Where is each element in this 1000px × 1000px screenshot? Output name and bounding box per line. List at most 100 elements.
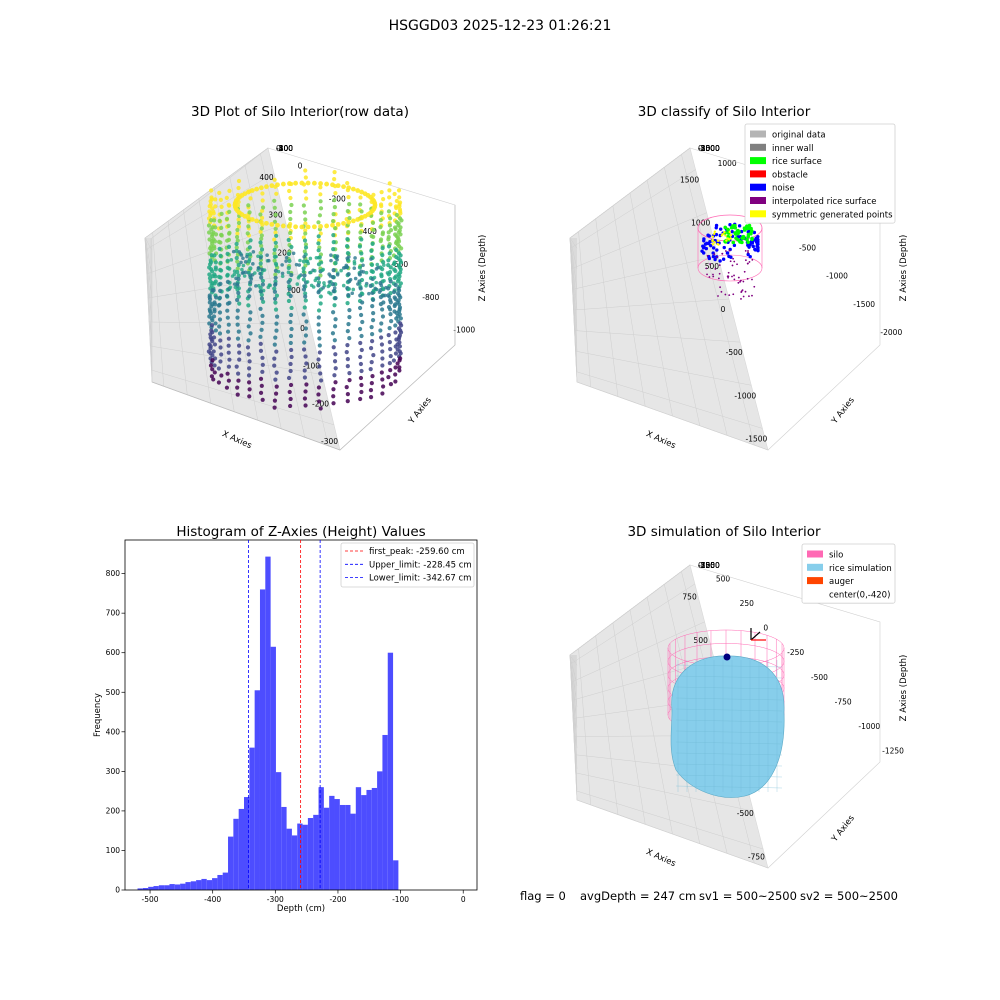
plot1-point	[301, 287, 307, 292]
plot1-point	[380, 267, 385, 272]
histogram-bar	[270, 646, 276, 890]
plot1-point	[370, 374, 375, 379]
plot1-point	[396, 286, 401, 291]
plot2-noise-point	[702, 237, 706, 241]
plot1-point	[227, 230, 232, 236]
plot1-point	[258, 240, 263, 245]
plot1-point	[211, 211, 216, 216]
plot1-point	[262, 268, 267, 272]
plot1-point	[370, 304, 375, 309]
plot1-point	[303, 221, 308, 226]
plot1-point	[301, 259, 307, 264]
plot1-point	[245, 189, 251, 195]
plot1-point	[397, 265, 402, 270]
plot1-point	[211, 377, 216, 382]
plot1-point	[353, 276, 358, 281]
plot1-xgrid	[152, 232, 164, 387]
plot1-point	[235, 227, 240, 233]
plot1-point	[274, 293, 280, 298]
plot2-interp-point	[739, 280, 741, 283]
plot1-point	[260, 355, 265, 360]
plot1-point	[232, 282, 237, 286]
plot4-rice-mesh	[675, 730, 783, 734]
plot1-point	[210, 358, 215, 363]
plot1-point	[274, 244, 279, 249]
plot1-point	[272, 398, 278, 403]
histogram-legend-box	[340, 542, 475, 588]
plot1-point	[303, 189, 308, 194]
plot1-point	[218, 338, 223, 343]
plot1-point	[393, 351, 399, 356]
plot1-point	[303, 231, 308, 236]
plot1-point	[249, 277, 254, 281]
plot1-point	[213, 197, 218, 202]
plot1-point	[286, 237, 291, 243]
plot4-title: 3D simulation of Silo Interior	[627, 524, 821, 540]
plot1-point	[249, 188, 255, 193]
plot2-interp-point	[746, 277, 749, 280]
plot1-point	[302, 238, 308, 243]
plot4-ygrid	[571, 621, 705, 683]
plot1-point	[230, 274, 235, 278]
plot1-point	[259, 243, 264, 248]
plot1-point	[272, 237, 277, 242]
plot1-point	[260, 208, 265, 213]
plot1-point	[219, 225, 224, 230]
plot1-point	[381, 197, 386, 202]
plot1-point	[259, 247, 265, 252]
plot1-point	[318, 181, 323, 186]
plot1-point	[380, 363, 385, 368]
plot2-interp-point	[744, 290, 747, 293]
plot2-rice-point	[746, 234, 750, 239]
plot2-interp-point	[727, 275, 730, 278]
plot1-point	[287, 181, 292, 186]
plot2-sym-point	[713, 241, 716, 244]
plot2-interp-point	[712, 273, 714, 276]
plot2-rice-point	[742, 228, 747, 232]
histogram-bar	[244, 797, 250, 890]
plot1-point	[318, 224, 323, 229]
plot4-xtick-label: 750	[682, 593, 697, 602]
plot1-point	[387, 326, 392, 331]
plot2-sym-point	[729, 234, 733, 237]
plot1-point	[341, 184, 346, 190]
plot2-noise-point	[718, 259, 722, 263]
plot2-ztick-label: -1000	[698, 144, 720, 153]
plot1-point	[284, 255, 289, 260]
plot1-point	[329, 258, 333, 263]
plot1-point	[251, 262, 255, 266]
plot1-point	[301, 269, 306, 274]
plot1-point	[216, 366, 221, 371]
plot1-point	[352, 259, 357, 264]
histogram-bar	[164, 885, 170, 890]
plot2-interp-point	[743, 270, 746, 273]
plot2-noise-point	[752, 230, 757, 235]
plot1-point	[303, 217, 308, 222]
histogram-bar	[329, 795, 335, 890]
plot1-point	[359, 368, 364, 374]
plot1-point	[258, 390, 264, 395]
plot1-point	[303, 298, 308, 303]
plot1-point	[396, 188, 402, 193]
plot1-point	[259, 289, 264, 294]
plot4-rice-mesh	[675, 774, 783, 778]
plot2-ztick-label: -3000	[698, 144, 720, 153]
plot2-interp-point	[713, 253, 716, 256]
plot2-interp-point	[731, 275, 733, 278]
plot1-point	[396, 230, 401, 235]
plot1-point	[331, 345, 336, 350]
plot1-point	[273, 307, 279, 312]
plot1-point	[247, 210, 252, 215]
plot1-point	[321, 286, 325, 290]
plot1-point	[260, 320, 265, 325]
plot1-ytick-label: -200	[329, 194, 346, 203]
plot1-ytick-label: -800	[422, 293, 439, 302]
plot1-point	[303, 291, 308, 296]
plot1-point	[272, 342, 277, 347]
plot1-point	[212, 309, 217, 314]
plot1-point	[386, 244, 392, 249]
plot1-point	[331, 394, 336, 399]
plot1-point	[217, 218, 222, 223]
plot2-ylabel: Y Axies	[829, 395, 857, 427]
plot1-point	[236, 343, 242, 348]
